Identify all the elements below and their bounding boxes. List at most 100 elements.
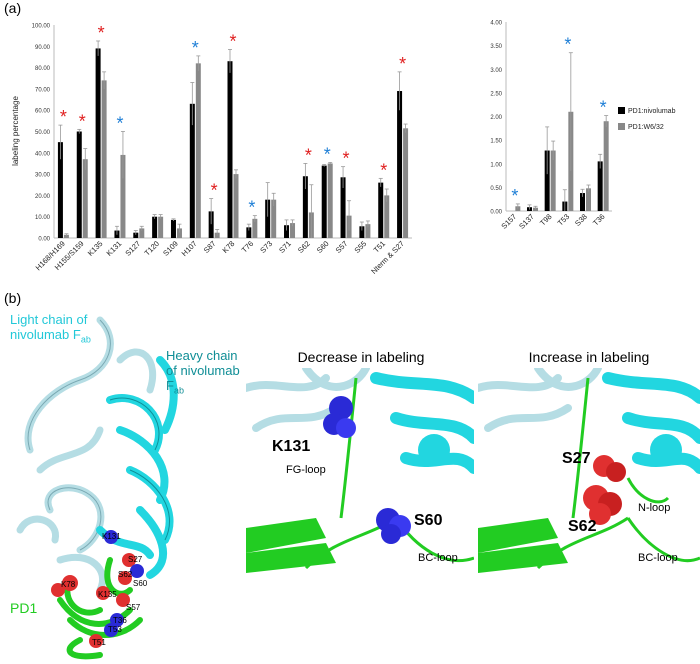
- bar: [365, 224, 371, 238]
- x-tick-label: K78: [221, 239, 237, 255]
- bar: [252, 218, 258, 238]
- light-chain-ribbons: [16, 316, 157, 594]
- significance-star: *: [324, 144, 331, 164]
- bar: [597, 161, 603, 211]
- bar: [82, 159, 88, 238]
- heavy-chain-outline: [109, 397, 171, 541]
- x-tick-label: S60: [315, 239, 331, 255]
- overview-residue-t51: T51: [92, 638, 106, 647]
- increase-res1: S27: [562, 450, 591, 467]
- y-tick-label: 1.00: [490, 162, 502, 168]
- x-tick-label: K135: [86, 239, 105, 258]
- increase-title: Increase in labeling: [528, 349, 650, 365]
- bar: [271, 199, 277, 238]
- significance-star: *: [60, 107, 67, 127]
- decrease-res1: K131: [272, 438, 311, 455]
- bar: [76, 131, 82, 238]
- bar: [158, 216, 164, 238]
- bar: [170, 219, 176, 238]
- y-tick-label: 1.50: [490, 139, 502, 145]
- bar: [327, 163, 333, 238]
- x-tick-label: T51: [372, 239, 388, 255]
- significance-star: *: [248, 198, 255, 218]
- legend-swatch: [618, 123, 625, 130]
- increase-drawing: [478, 368, 700, 573]
- bar: [233, 174, 239, 238]
- x-tick-label: T53: [556, 212, 572, 228]
- significance-star: *: [211, 181, 218, 201]
- bar: [284, 225, 290, 238]
- decrease-loop1: FG-loop: [286, 464, 326, 476]
- y-tick-label: 2.00: [490, 115, 502, 121]
- bar: [290, 223, 296, 238]
- significance-star: *: [564, 35, 571, 55]
- significance-star: *: [600, 98, 607, 118]
- y-tick-label: 40.00: [35, 151, 51, 157]
- bar: [384, 195, 390, 238]
- x-tick-label: T76: [240, 239, 256, 255]
- y-tick-label: 70.00: [35, 87, 51, 93]
- y-tick-label: 60.00: [35, 109, 51, 115]
- decrease-loop2: BC-loop: [418, 552, 458, 564]
- right-bar-chart: 0.00 0.50 1.00 1.50 2.00 2.50 3.00 3.50 4.00 S157…: [490, 21, 675, 231]
- x-tick-label: S127: [123, 239, 142, 258]
- bar: [195, 63, 201, 239]
- decrease-helix-end: [418, 434, 450, 466]
- k131-sphere: [323, 396, 356, 438]
- x-tick-label: S71: [277, 239, 293, 255]
- s62-sphere: [583, 485, 622, 525]
- panel-a-charts: 0.00 10.00 20.00 30.00 40.00 50.00 60.00 70.00 8…: [11, 21, 676, 276]
- y-tick-label: 10.00: [35, 215, 51, 221]
- bar: [580, 193, 585, 211]
- y-tick-label: 90.00: [35, 45, 51, 51]
- light-chain-outline: [27, 319, 111, 551]
- x-tick-label: T36: [591, 212, 607, 228]
- x-tick-label: K131: [105, 239, 124, 258]
- bar: [176, 228, 182, 238]
- bar: [246, 227, 252, 238]
- y-tick-label: 0.00: [490, 210, 502, 216]
- panel-a-label: (a): [4, 0, 22, 16]
- x-tick-label: T98: [538, 212, 554, 228]
- s60-sphere: [376, 508, 411, 544]
- bar: [265, 199, 271, 238]
- significance-star: *: [98, 23, 105, 43]
- x-tick-label: S109: [161, 239, 180, 258]
- overview-spheres: [51, 530, 144, 648]
- y-tick-label: 20.00: [35, 194, 51, 200]
- overview-structure: Light chain of nivolumab Fab Heavy chain…: [0, 300, 245, 664]
- panel-b-label: (b): [4, 290, 22, 306]
- x-tick-label: S137: [517, 212, 536, 231]
- significance-star: *: [79, 111, 86, 131]
- y-tick-label: 0.50: [490, 186, 502, 192]
- bar: [189, 103, 195, 238]
- overview-residue-k78: K78: [61, 580, 76, 589]
- x-tick-label: S73: [258, 239, 274, 255]
- x-tick-label: S87: [202, 239, 218, 255]
- bar: [208, 211, 214, 238]
- overview-residue-t36: T36: [113, 616, 127, 625]
- bar: [321, 165, 327, 238]
- bar: [227, 61, 233, 239]
- legend-label: PD1:W6/32: [628, 124, 664, 131]
- bar: [340, 177, 346, 238]
- y-tick-label: 50.00: [35, 130, 51, 136]
- x-tick-label: S157: [499, 212, 518, 231]
- significance-star: *: [380, 160, 387, 180]
- y-tick-label: 30.00: [35, 173, 51, 179]
- bar: [586, 188, 591, 211]
- overview-residue-k135: K135: [98, 590, 117, 599]
- x-tick-label: S38: [573, 212, 589, 228]
- x-tick-label: S57: [334, 239, 350, 255]
- y-tick-label: 4.00: [490, 21, 502, 27]
- increase-closeup: S27 S62 N-loop BC-loop: [478, 368, 700, 582]
- y-tick-label: 0.00: [38, 237, 50, 243]
- bar: [63, 234, 69, 238]
- significance-star: *: [399, 54, 406, 74]
- bar: [550, 150, 556, 211]
- s27-sphere: [593, 455, 626, 482]
- increase-loop1: N-loop: [638, 502, 671, 514]
- bar: [533, 207, 538, 211]
- bar: [302, 176, 308, 238]
- significance-star: *: [343, 149, 350, 169]
